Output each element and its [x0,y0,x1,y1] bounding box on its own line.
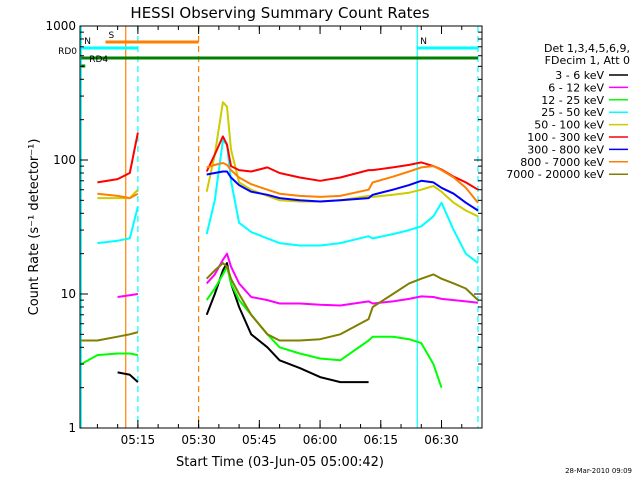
legend-label-2: 12 - 25 keV [541,94,604,107]
legend-label-6: 300 - 800 keV [527,143,604,156]
axis-ticks: 1 10 100 1000 05:15 05:30 05:45 06:00 06:15 06:30 [45,19,482,447]
plot-frame [79,25,483,429]
y-axis-label: Count Rate (s⁻¹ detector⁻¹) [27,139,42,316]
legend-label-0: 3 - 6 keV [555,69,604,82]
series-layer [80,101,479,389]
y-tick-label-2: 100 [53,153,76,167]
legend-label-7: 800 - 7000 keV [520,156,604,169]
chart-title: HESSI Observing Summary Count Rates [130,4,429,22]
y-tick-label-3: 1000 [45,19,76,33]
series-line-7 [97,162,479,204]
x-tick-label-1: 05:30 [181,433,216,447]
y-tick-label-1: 10 [61,287,76,301]
legend-header-line-1: Det 1,3,4,5,6,9, [544,42,630,55]
x-tick-label-3: 06:00 [303,433,338,447]
flag-label-3: RD0 [58,47,77,57]
x-tick-label-0: 05:15 [121,433,156,447]
legend-header-line-2: FDecim 1, Att 0 [545,54,630,67]
x-tick-label-4: 06:15 [363,433,398,447]
y-tick-label-0: 1 [68,421,76,435]
legend-label-3: 25 - 50 keV [541,106,604,119]
flag-label-0: S [109,31,115,41]
flag-label-2: N [420,37,427,47]
flag-label-4: RD4 [89,55,108,65]
legend-label-4: 50 - 100 keV [534,119,604,132]
series-line-0 [117,262,369,384]
footer-date: 28-Mar-2010 09:09 [565,467,632,475]
series-line-3 [97,139,479,264]
series-line-1 [117,252,479,307]
x-axis-label: Start Time (03-Jun-05 05:00:42) [176,455,384,470]
x-tick-label-5: 06:30 [424,433,459,447]
series-line-8 [81,262,479,342]
x-tick-label-2: 05:45 [242,433,277,447]
series-line-6 [206,170,479,212]
flag-label-1: N [84,37,91,47]
status-flags: S N N RD0 RD4 [58,31,478,68]
legend-label-5: 100 - 300 keV [527,131,604,144]
legend-label-1: 6 - 12 keV [548,81,604,94]
legend-label-8: 7000 - 20000 keV [506,168,604,181]
